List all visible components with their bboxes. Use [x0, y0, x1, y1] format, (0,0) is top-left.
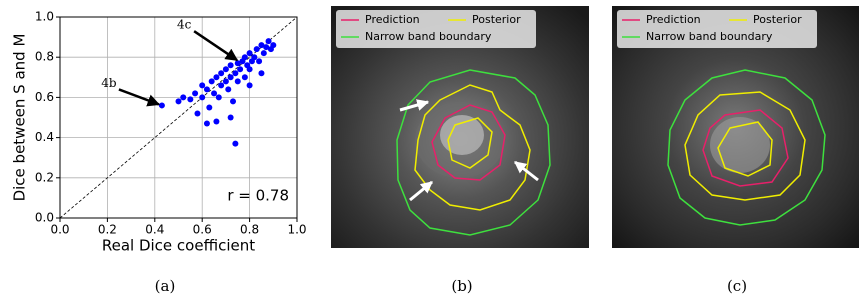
point — [204, 86, 210, 92]
figure: 0.0 0.2 0.4 0.6 0.8 1.0 0.0 0.2 0.4 0.6 0.8 1.0 Real… — [0, 0, 860, 301]
scatter-chart: 0.0 0.2 0.4 0.6 0.8 1.0 0.0 0.2 0.4 0.6 0.8 1.0 Real… — [11, 10, 307, 255]
point — [180, 94, 186, 100]
point — [242, 54, 248, 60]
point — [213, 74, 219, 80]
point — [258, 70, 264, 76]
y-tick-label: 0.8 — [35, 50, 54, 64]
point — [211, 90, 217, 96]
legend: Prediction Posterior Narrow band boundary — [336, 10, 536, 48]
legend-label: Prediction — [646, 13, 701, 26]
point — [230, 98, 236, 104]
x-axis-label: Real Dice coefficient — [102, 237, 255, 255]
point — [261, 50, 267, 56]
point — [256, 58, 262, 64]
point — [232, 70, 238, 76]
point — [159, 102, 165, 108]
legend-label: Posterior — [472, 13, 521, 26]
point — [235, 78, 241, 84]
y-tick-label: 0.4 — [35, 130, 54, 144]
annotation: 4b — [101, 76, 117, 90]
point — [223, 78, 229, 84]
point — [192, 90, 198, 96]
caption: (b) — [451, 277, 472, 295]
point — [242, 74, 248, 80]
x-tick-label: 0.2 — [98, 223, 117, 237]
point — [232, 141, 238, 147]
caption: (c) — [727, 277, 747, 295]
point — [187, 96, 193, 102]
point — [225, 86, 231, 92]
point — [266, 38, 272, 44]
point — [206, 104, 212, 110]
point — [218, 82, 224, 88]
mri-image — [440, 115, 484, 155]
point — [199, 94, 205, 100]
point — [247, 50, 253, 56]
point — [247, 66, 253, 72]
legend: Prediction Posterior Narrow band boundary — [617, 10, 817, 48]
point — [204, 121, 210, 127]
x-tick-label: 0.8 — [240, 223, 259, 237]
point — [237, 66, 243, 72]
point — [213, 119, 219, 125]
point — [218, 70, 224, 76]
x-tick-label: 1.0 — [287, 223, 306, 237]
x-tick-label: 0.4 — [145, 223, 164, 237]
annotation: 4c — [177, 18, 192, 32]
y-axis-label: Dice between S and M — [11, 34, 29, 202]
point — [216, 94, 222, 100]
point — [194, 110, 200, 116]
x-tick-label: 0.0 — [50, 223, 69, 237]
point — [254, 46, 260, 52]
image-panel: Prediction Posterior Narrow band boundary — [612, 6, 859, 248]
y-tick-label: 0.6 — [35, 90, 54, 104]
point — [209, 78, 215, 84]
point — [199, 82, 205, 88]
point — [247, 82, 253, 88]
point — [228, 74, 234, 80]
annotation-arrow — [119, 89, 159, 104]
annotation: r = 0.78 — [227, 187, 289, 205]
point — [223, 66, 229, 72]
point — [228, 62, 234, 68]
y-tick-label: 1.0 — [35, 10, 54, 24]
x-tick-label: 0.6 — [193, 223, 212, 237]
legend-label: Posterior — [753, 13, 802, 26]
legend-label: Narrow band boundary — [646, 30, 773, 43]
image-panel: Prediction Posterior Narrow band boundary — [331, 6, 589, 248]
point — [176, 98, 182, 104]
annotation-arrow — [194, 31, 237, 60]
point — [228, 115, 234, 121]
legend-label: Prediction — [365, 13, 420, 26]
point — [270, 42, 276, 48]
caption: (a) — [155, 277, 176, 295]
y-tick-label: 0.2 — [35, 170, 54, 184]
point — [251, 54, 257, 60]
y-tick-label: 0.0 — [35, 211, 54, 225]
legend-label: Narrow band boundary — [365, 30, 492, 43]
